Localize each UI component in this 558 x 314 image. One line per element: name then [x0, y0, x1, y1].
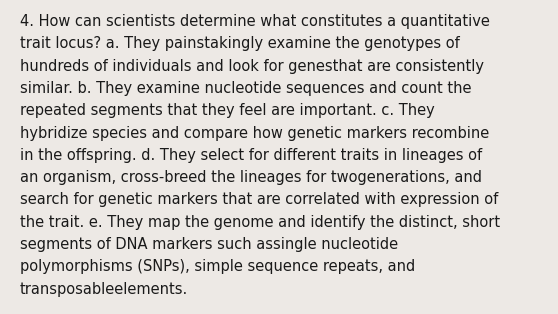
Text: 4. How can scientists determine what constitutes a quantitative: 4. How can scientists determine what con… [20, 14, 489, 29]
Text: polymorphisms (SNPs), simple sequence repeats, and: polymorphisms (SNPs), simple sequence re… [20, 259, 415, 274]
Text: hybridize species and compare how genetic markers recombine: hybridize species and compare how geneti… [20, 126, 489, 141]
Text: transposableelements.: transposableelements. [20, 282, 188, 297]
Text: hundreds of individuals and look for genesthat are consistently: hundreds of individuals and look for gen… [20, 59, 484, 74]
Text: an organism, cross-breed the lineages for twogenerations, and: an organism, cross-breed the lineages fo… [20, 170, 482, 185]
Text: in the offspring. d. They select for different traits in lineages of: in the offspring. d. They select for dif… [20, 148, 482, 163]
Text: the trait. e. They map the genome and identify the distinct, short: the trait. e. They map the genome and id… [20, 215, 499, 230]
Text: similar. b. They examine nucleotide sequences and count the: similar. b. They examine nucleotide sequ… [20, 81, 471, 96]
Text: trait locus? a. They painstakingly examine the genotypes of: trait locus? a. They painstakingly exami… [20, 36, 459, 51]
Text: segments of DNA markers such assingle nucleotide: segments of DNA markers such assingle nu… [20, 237, 398, 252]
Text: repeated segments that they feel are important. c. They: repeated segments that they feel are imp… [20, 103, 434, 118]
Text: search for genetic markers that are correlated with expression of: search for genetic markers that are corr… [20, 192, 498, 208]
